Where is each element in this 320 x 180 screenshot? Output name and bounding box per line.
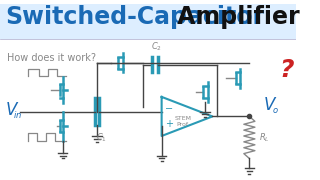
Text: $R_L$: $R_L$ (259, 131, 269, 144)
Text: +: + (165, 119, 173, 129)
Text: Amplifier: Amplifier (169, 5, 300, 29)
Text: $V$: $V$ (263, 96, 277, 114)
Text: $C_1$: $C_1$ (96, 131, 107, 144)
Text: $C_2$: $C_2$ (151, 40, 163, 53)
Text: ?: ? (280, 58, 294, 82)
Text: −: − (165, 104, 173, 114)
Text: $in$: $in$ (13, 109, 22, 120)
Text: $o$: $o$ (272, 106, 279, 115)
FancyBboxPatch shape (0, 4, 296, 39)
Text: $V$: $V$ (4, 101, 19, 119)
Text: STEM
Prof: STEM Prof (174, 116, 191, 127)
Text: How does it work?: How does it work? (7, 53, 96, 63)
Text: Switched-Capacitor: Switched-Capacitor (5, 5, 265, 29)
